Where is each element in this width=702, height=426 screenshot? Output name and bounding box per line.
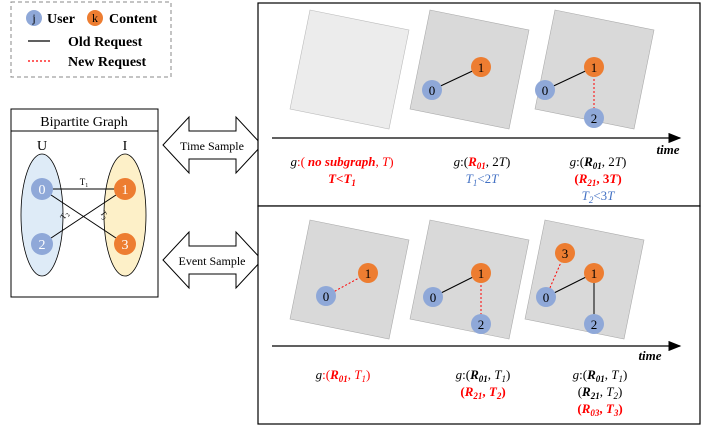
time-sample-arrow: Time Sample bbox=[162, 115, 263, 175]
node-label: 0 bbox=[429, 83, 436, 98]
user-node-2-label: 2 bbox=[39, 238, 46, 253]
node-label: 2 bbox=[478, 317, 485, 332]
time-frame-2-square bbox=[409, 9, 530, 130]
event-sample-panel: time 1 0 1 0 2 3 1 0 2 g:(R01, T1) g:(R0… bbox=[257, 205, 701, 425]
user-node-0 bbox=[316, 286, 336, 306]
event-frame-2-square bbox=[409, 219, 530, 340]
content-legend-glyph: k bbox=[92, 11, 98, 25]
bipartite-title: Bipartite Graph bbox=[40, 115, 127, 130]
content-node-1 bbox=[584, 263, 604, 283]
edge-2-1 bbox=[41, 188, 126, 245]
content-node-1 bbox=[114, 178, 136, 200]
condition-frame-3: T2<3T bbox=[582, 188, 616, 205]
time-sample-label: Time Sample bbox=[180, 139, 244, 153]
caption-frame-3: g:(R01, 2T) bbox=[570, 154, 627, 171]
new-request-label: New Request bbox=[68, 55, 146, 70]
node-label: 1 bbox=[478, 60, 485, 75]
user-set-ellipse bbox=[20, 153, 64, 277]
condition-frame-2: T1<2T bbox=[466, 171, 500, 188]
user-node-0 bbox=[31, 178, 53, 200]
user-node-0 bbox=[422, 80, 442, 100]
bipartite-graph: Bipartite Graph U I T1 T2 T3 0 2 1 3 bbox=[10, 108, 159, 298]
time-axis-label: time bbox=[638, 348, 661, 363]
time-axis-label: time bbox=[656, 142, 679, 157]
node-label: 2 bbox=[591, 317, 598, 332]
content-node-3 bbox=[114, 233, 136, 255]
user-node-0 bbox=[535, 80, 555, 100]
content-node-1 bbox=[471, 263, 491, 283]
node-label: 0 bbox=[542, 83, 549, 98]
caption-event-1: g:(R01, T1) bbox=[316, 367, 371, 384]
edge-label-t1: T1 bbox=[80, 177, 89, 189]
content-node-1-label: 1 bbox=[122, 183, 129, 198]
node-label: 0 bbox=[323, 289, 330, 304]
content-node-1 bbox=[471, 57, 491, 77]
edge-label-t2: T2 bbox=[58, 210, 72, 223]
node-label: 3 bbox=[562, 246, 569, 261]
content-node-1 bbox=[584, 57, 604, 77]
condition-frame-1: T<T1 bbox=[328, 171, 356, 188]
user-node-2 bbox=[584, 108, 604, 128]
caption-event-2-new: (R21, T2) bbox=[460, 384, 505, 401]
node-label: 1 bbox=[591, 266, 598, 281]
event-sample-arrow: Event Sample bbox=[162, 230, 263, 290]
user-node-0 bbox=[423, 287, 443, 307]
user-node-0 bbox=[536, 287, 556, 307]
node-label: 0 bbox=[430, 290, 437, 305]
old-request-label: Old Request bbox=[68, 35, 143, 50]
time-frame-1-square bbox=[289, 9, 410, 130]
caption-frame-3-new: (R21, 3T) bbox=[574, 171, 621, 188]
node-label: 1 bbox=[591, 60, 598, 75]
caption-event-2: g:(R01, T1) bbox=[456, 367, 511, 384]
u-set-label: U bbox=[37, 139, 47, 154]
user-legend-icon bbox=[26, 10, 42, 26]
user-node-0-label: 0 bbox=[39, 183, 46, 198]
event-frame-3-square bbox=[524, 219, 645, 340]
i-set-label: I bbox=[123, 139, 128, 154]
node-label: 1 bbox=[478, 266, 485, 281]
user-legend-label: User bbox=[47, 12, 75, 27]
time-sample-panel: time 1 0 1 0 2 g:(no subgraph, T) T<T1 g… bbox=[257, 2, 701, 207]
caption-event-3-new: (R03, T3) bbox=[577, 401, 622, 418]
content-node-3 bbox=[555, 243, 575, 263]
user-legend-glyph: j bbox=[31, 11, 35, 25]
content-legend-label: Content bbox=[109, 12, 158, 27]
caption-event-3: g:(R01, T1) bbox=[573, 367, 628, 384]
caption-event-3-old: (R21, T2) bbox=[578, 384, 623, 401]
event-frame-1-square bbox=[289, 219, 410, 340]
caption-frame-1: g:(no subgraph, T) bbox=[290, 154, 393, 169]
legend: j User k Content Old Request New Request bbox=[10, 1, 172, 78]
content-set-ellipse bbox=[103, 153, 147, 277]
user-node-2 bbox=[471, 314, 491, 334]
edge-label-t3: T3 bbox=[97, 209, 111, 222]
event-sample-label: Event Sample bbox=[179, 254, 246, 268]
caption-frame-2: g:(R01, 2T) bbox=[454, 154, 511, 171]
content-legend-icon bbox=[87, 10, 103, 26]
user-node-2 bbox=[31, 233, 53, 255]
user-node-2 bbox=[584, 314, 604, 334]
node-label: 0 bbox=[543, 290, 550, 305]
node-label: 1 bbox=[365, 266, 372, 281]
content-node-1 bbox=[358, 263, 378, 283]
content-node-3-label: 3 bbox=[122, 238, 129, 253]
node-label: 2 bbox=[591, 111, 598, 126]
